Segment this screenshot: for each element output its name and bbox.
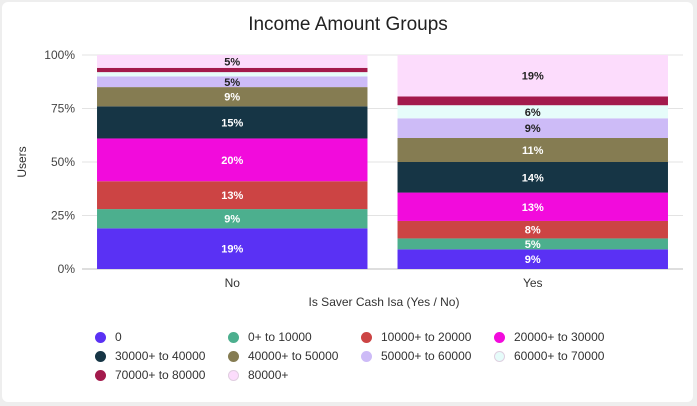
y-axis-ticks: 0% 25% 50% 75% 100% bbox=[44, 48, 75, 276]
legend-label: 50000+ to 60000 bbox=[381, 349, 472, 363]
y-tick-label: 100% bbox=[44, 48, 75, 62]
legend-label: 60000+ to 70000 bbox=[514, 349, 605, 363]
legend-swatch bbox=[95, 369, 106, 381]
data-label: 14% bbox=[522, 172, 544, 184]
legend-item[interactable]: 0+ to 10000 bbox=[228, 328, 312, 346]
chart-legend: 0 0+ to 10000 10000+ to 20000 20000+ to 300… bbox=[95, 328, 655, 388]
bar-segment bbox=[397, 137, 668, 162]
x-tick-label: Yes bbox=[523, 276, 543, 290]
data-label: 6% bbox=[525, 107, 541, 119]
bar-segment bbox=[97, 106, 368, 139]
bar-segment bbox=[397, 118, 668, 138]
bar-segment bbox=[97, 76, 368, 88]
legend-label: 40000+ to 50000 bbox=[248, 349, 339, 363]
x-axis-ticks: No Yes bbox=[225, 276, 543, 290]
data-label: 5% bbox=[224, 56, 240, 68]
legend-item[interactable]: 50000+ to 60000 bbox=[361, 347, 471, 365]
data-label: 9% bbox=[224, 92, 240, 104]
x-axis-label: Is Saver Cash Isa (Yes / No) bbox=[309, 295, 460, 309]
legend-label: 70000+ to 80000 bbox=[115, 368, 206, 382]
bar-segment bbox=[397, 249, 668, 269]
data-label: 19% bbox=[522, 71, 544, 83]
data-label: 20% bbox=[221, 155, 243, 167]
legend-item[interactable]: 80000+ bbox=[228, 366, 288, 384]
legend-item[interactable]: 40000+ to 50000 bbox=[228, 347, 338, 365]
bar-segment bbox=[97, 228, 368, 269]
chart-title: Income Amount Groups bbox=[248, 14, 448, 35]
legend-label: 0+ to 10000 bbox=[248, 330, 312, 344]
legend-item[interactable]: 60000+ to 70000 bbox=[494, 347, 604, 365]
data-label: 9% bbox=[525, 254, 541, 266]
bar-segment bbox=[97, 87, 368, 107]
legend-label: 80000+ bbox=[248, 368, 289, 382]
legend-swatch bbox=[228, 350, 239, 362]
x-tick-label: No bbox=[225, 276, 241, 290]
y-axis-label: Users bbox=[15, 146, 29, 177]
data-label: 5% bbox=[224, 77, 240, 89]
bar-segment bbox=[97, 72, 368, 77]
y-tick-label: 25% bbox=[51, 209, 75, 223]
bar-segment bbox=[397, 162, 668, 193]
data-label: 9% bbox=[525, 123, 541, 135]
data-label: 19% bbox=[221, 244, 243, 256]
data-label: 15% bbox=[221, 117, 243, 129]
bar-segment bbox=[397, 105, 668, 119]
legend-item[interactable]: 10000+ to 20000 bbox=[361, 328, 471, 346]
bar-segment bbox=[97, 55, 368, 68]
legend-swatch bbox=[361, 331, 372, 343]
bar-segment bbox=[397, 238, 668, 250]
legend-label: 30000+ to 40000 bbox=[115, 349, 206, 363]
data-label: 13% bbox=[522, 202, 544, 214]
bars: 19% 9% 13% 20% 15% 9% 5% 5% 9% 5% 8% 13% 14% 11% 9% 6% 1… bbox=[97, 55, 668, 269]
legend-swatch bbox=[494, 331, 505, 343]
data-label: 13% bbox=[221, 190, 243, 202]
bar-segment bbox=[397, 220, 668, 239]
legend-swatch bbox=[228, 369, 239, 381]
legend-item[interactable]: 30000+ to 40000 bbox=[95, 347, 205, 365]
legend-item[interactable]: 20000+ to 30000 bbox=[494, 328, 604, 346]
legend-swatch bbox=[494, 350, 505, 362]
bar-segment bbox=[97, 67, 368, 73]
bar-segment bbox=[97, 181, 368, 210]
data-label: 9% bbox=[224, 214, 240, 226]
legend-swatch bbox=[228, 331, 239, 343]
bar-segment bbox=[397, 96, 668, 106]
bar-segment bbox=[397, 55, 668, 97]
data-label: 5% bbox=[525, 239, 541, 251]
legend-label: 0 bbox=[115, 330, 122, 344]
legend-label: 10000+ to 20000 bbox=[381, 330, 472, 344]
legend-swatch bbox=[95, 350, 106, 362]
y-tick-label: 75% bbox=[51, 102, 75, 116]
data-label: 11% bbox=[522, 145, 544, 157]
bar-segment bbox=[97, 138, 368, 182]
y-tick-label: 0% bbox=[58, 262, 76, 276]
legend-swatch bbox=[361, 350, 372, 362]
legend-label: 20000+ to 30000 bbox=[514, 330, 605, 344]
legend-item[interactable]: 70000+ to 80000 bbox=[95, 366, 205, 384]
bar-segment bbox=[397, 192, 668, 221]
legend-item[interactable]: 0 bbox=[95, 328, 122, 346]
y-tick-label: 50% bbox=[51, 155, 75, 169]
data-label: 8% bbox=[525, 225, 541, 237]
legend-swatch bbox=[95, 331, 106, 343]
bar-segment bbox=[97, 209, 368, 229]
